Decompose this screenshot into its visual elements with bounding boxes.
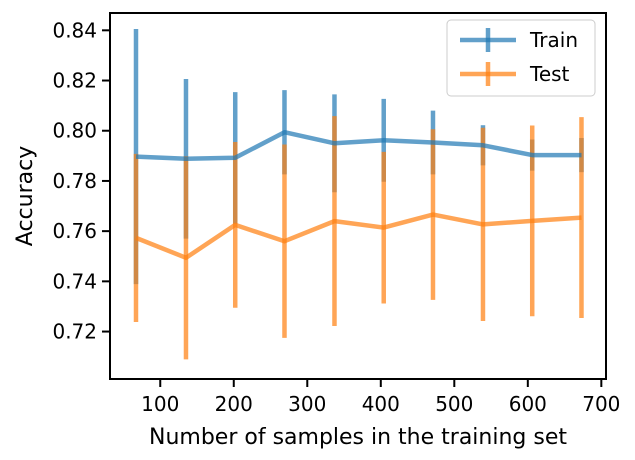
x-tick-label: 600: [509, 392, 547, 416]
axes-frame: [109, 12, 607, 380]
y-axis-ticks: 0.72 0.74 0.76 0.78 0.80 0.82 0.84: [52, 18, 110, 344]
legend: Train Test: [446, 19, 596, 97]
y-axis-title: Accuracy: [13, 146, 38, 246]
x-axis-ticks: 100 200 300 400 500 600 700: [141, 379, 620, 416]
y-tick-label: 0.76: [52, 219, 97, 243]
x-tick-label: 700: [582, 392, 620, 416]
y-tick-label: 0.84: [52, 18, 97, 42]
x-tick-label: 500: [435, 392, 473, 416]
series-lines: [135, 129, 582, 261]
plot-area: [133, 29, 584, 360]
train-legend-label: Train: [529, 28, 578, 52]
x-axis-title: Number of samples in the training set: [149, 425, 567, 450]
x-tick-label: 400: [362, 392, 400, 416]
y-tick-label: 0.78: [52, 169, 97, 193]
test-legend-label: Test: [529, 62, 570, 86]
x-tick-label: 100: [141, 392, 179, 416]
x-tick-label: 300: [288, 392, 326, 416]
y-tick-label: 0.74: [52, 269, 97, 293]
y-tick-label: 0.72: [52, 320, 97, 344]
y-tick-label: 0.82: [52, 69, 97, 93]
y-tick-label: 0.80: [52, 119, 97, 143]
test-series-line: [135, 212, 582, 261]
x-tick-label: 200: [215, 392, 253, 416]
train-series-line: [135, 129, 582, 162]
